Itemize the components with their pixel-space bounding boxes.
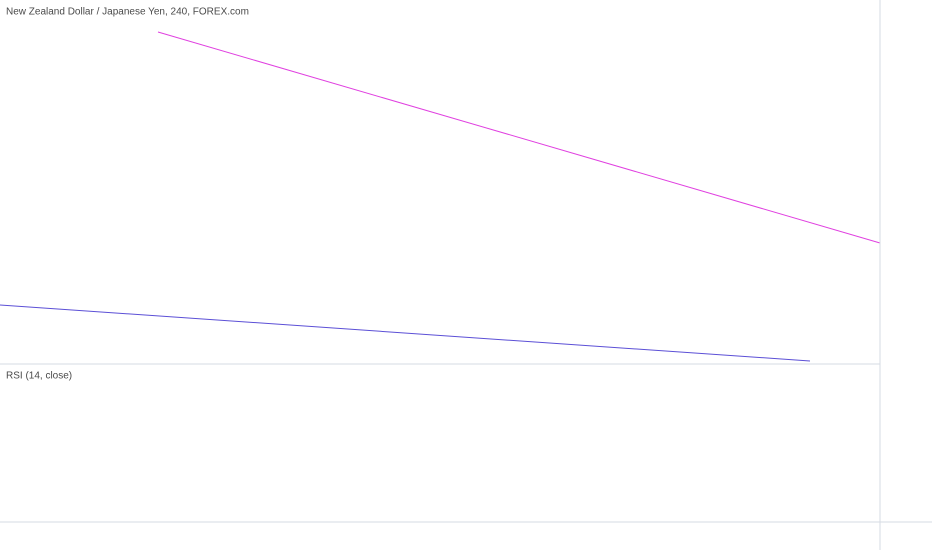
- trend-line: [157, 31, 881, 244]
- trend-line: [0, 304, 811, 362]
- chart-title: New Zealand Dollar / Japanese Yen, 240, …: [6, 7, 249, 18]
- rsi-title: RSI (14, close): [6, 371, 72, 382]
